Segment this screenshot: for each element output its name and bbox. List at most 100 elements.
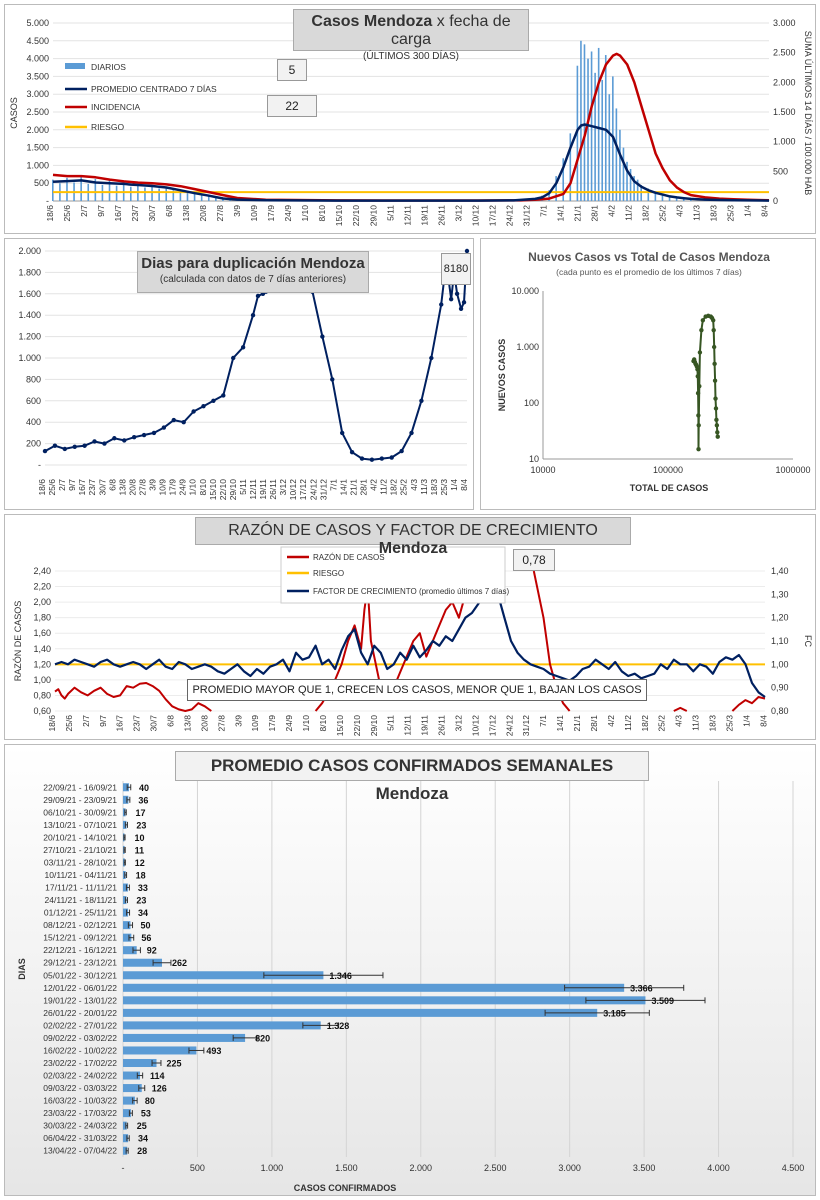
nvt-point <box>715 434 720 439</box>
x-tick-label: 15/10 <box>334 205 344 227</box>
x-tick-label: 20/8 <box>127 479 137 496</box>
daily-bar <box>548 190 550 201</box>
x-tick-label: 8/4 <box>760 205 770 217</box>
duplicacion-point <box>240 345 246 350</box>
x-tick-label: 30/7 <box>149 715 159 732</box>
nvt-point <box>714 423 720 428</box>
y2-tick-label: 2.500 <box>773 48 796 58</box>
razon-title-rest: RAZÓN DE CASOS Y FACTOR DE CRECIMIENTO <box>228 522 598 539</box>
week-bar <box>123 1121 127 1130</box>
x-tick-label: 2.500 <box>484 1163 507 1173</box>
y-tick-label: 800 <box>26 374 41 384</box>
category-label: 23/02/22 - 17/02/22 <box>43 1058 117 1068</box>
x-tick-label: 1/10 <box>188 479 198 496</box>
daily-bar <box>580 40 582 201</box>
y-tick-label: 1.200 <box>18 332 41 342</box>
duplicacion-point <box>461 300 467 305</box>
x-tick-label: 11/3 <box>691 715 701 731</box>
x-tick-label: 4/3 <box>409 479 419 491</box>
data-label: 12 <box>135 858 145 868</box>
week-bar <box>123 921 131 930</box>
category-label: 02/02/22 - 27/01/22 <box>43 1020 117 1030</box>
x-tick-label: 27/8 <box>137 479 147 496</box>
x-tick-label: 18/6 <box>37 479 47 496</box>
x-tick-label: 3/9 <box>148 479 158 491</box>
y-tick-label: 4.500 <box>26 36 49 46</box>
x-tick-label: 10/12 <box>470 715 480 737</box>
y2-tick-label: 1.000 <box>773 137 796 147</box>
nvt-point <box>711 327 716 333</box>
week-bar <box>123 1033 246 1042</box>
category-label: 05/01/22 - 30/12/21 <box>43 970 117 980</box>
data-label: 493 <box>206 1046 221 1056</box>
legend-box <box>280 546 506 604</box>
x-tick-label: 7/1 <box>538 715 548 727</box>
x-tick-label: 31/12 <box>521 715 531 737</box>
x-tick-label: 13/8 <box>117 479 127 496</box>
duplicacion-point <box>131 434 137 440</box>
x-tick-label: 7/1 <box>328 479 338 491</box>
x-tick-label: 22/10 <box>352 715 362 737</box>
daily-bar <box>115 185 118 201</box>
category-label: 06/04/22 - 31/03/22 <box>43 1133 117 1143</box>
duplicacion-point <box>339 430 345 436</box>
daily-bar <box>179 189 182 201</box>
nvt-point <box>695 367 700 372</box>
x-tick-label: 18/6 <box>45 205 55 222</box>
duplicacion-point <box>448 296 454 302</box>
y2-tick-label: 2.000 <box>773 77 796 87</box>
x-tick-label: 1/4 <box>741 715 751 727</box>
data-label: 262 <box>172 958 187 968</box>
data-label: 225 <box>167 1059 182 1069</box>
daily-bar <box>569 133 572 201</box>
daily-bar <box>601 79 604 201</box>
data-label: 80 <box>145 1096 155 1106</box>
nvt-point <box>695 390 701 396</box>
nuevos-vs-total-chart: Nuevos Casos vs Total de Casos Mendoza (c… <box>497 250 811 493</box>
x-tick-label: 27/8 <box>215 205 225 222</box>
legend-label: RAZÓN DE CASOS <box>313 553 385 562</box>
data-label: 53 <box>141 1109 151 1119</box>
dup-title: Dias para duplicación Mendoza <box>141 255 365 272</box>
y2-axis-label: SUMA ÚLTIMOS 14 DÍAS / 100.000 HAB <box>803 31 813 195</box>
x-tick-label: 10000 <box>530 465 555 475</box>
y-tick-label: 100 <box>524 398 539 408</box>
category-label: 17/11/21 - 11/11/21 <box>45 883 117 893</box>
x-tick-label: 17/12 <box>487 715 497 737</box>
x-tick-label: 9/7 <box>98 715 108 727</box>
nvt-point <box>714 417 719 423</box>
x-tick-label: 29/10 <box>228 479 238 501</box>
category-label: 29/12/21 - 23/12/21 <box>43 958 117 968</box>
x-tick-label: 17/9 <box>266 205 276 222</box>
duplicacion-point <box>181 420 186 425</box>
daily-value-box-1: 5 <box>277 59 307 81</box>
week-bar <box>123 1058 157 1068</box>
y2-axis-label: FC <box>803 635 813 647</box>
x-tick-label: 10/12 <box>470 205 480 227</box>
x-tick-label: 21/1 <box>572 715 582 732</box>
duplicacion-point <box>191 409 196 414</box>
y2-tick-label: 1,00 <box>771 659 789 669</box>
y-tick-label: 1.800 <box>18 267 41 277</box>
nvt-title: Nuevos Casos vs Total de Casos Mendoza <box>528 250 770 264</box>
x-tick-label: 24/12 <box>308 479 318 501</box>
nvt-point <box>712 361 717 367</box>
category-label: 23/03/22 - 17/03/22 <box>43 1108 117 1118</box>
x-tick-label: - <box>122 1163 125 1173</box>
x-tick-label: 5/11 <box>385 205 395 221</box>
data-label: 33 <box>138 883 148 893</box>
duplicacion-point <box>112 436 117 441</box>
x-tick-label: 25/3 <box>724 715 734 732</box>
nvt-point <box>696 423 701 428</box>
week-bar <box>123 971 324 980</box>
x-tick-label: 10/9 <box>158 479 168 496</box>
week-bar <box>123 1134 129 1143</box>
y-tick-label: 200 <box>26 439 41 449</box>
data-label: 3.185 <box>603 1008 626 1018</box>
x-tick-label: 31/12 <box>318 479 328 501</box>
x-tick-label: 1/10 <box>300 205 310 222</box>
x-tick-label: 6/8 <box>107 479 117 491</box>
y2-tick-label: 1,20 <box>771 613 789 623</box>
duplicacion-point <box>52 443 58 448</box>
x-axis-label: CASOS CONFIRMADOS <box>294 1183 397 1193</box>
